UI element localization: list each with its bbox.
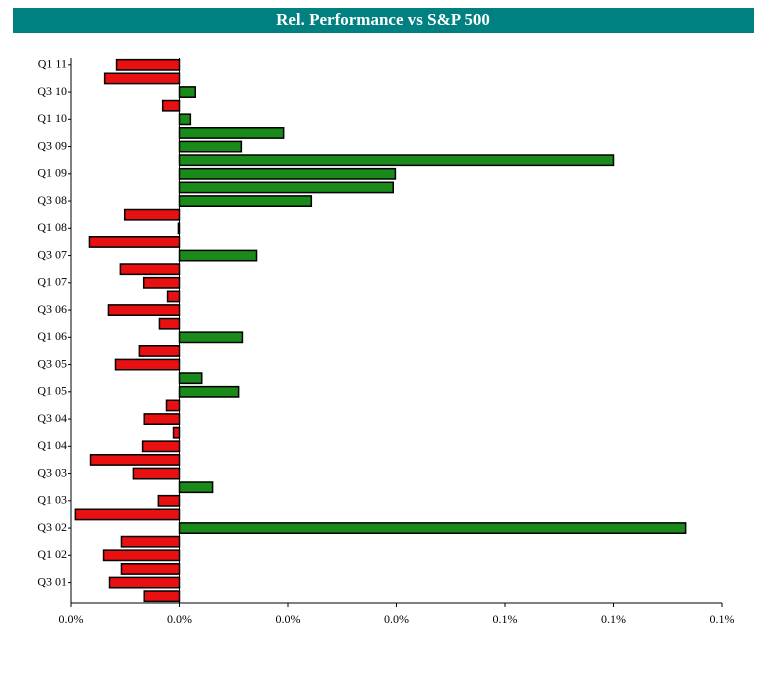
bar (178, 167, 397, 180)
x-tick-label: 0.0% (384, 612, 409, 626)
y-tick-label: Q3 07 (37, 247, 67, 261)
y-tick-label: Q1 04 (37, 438, 67, 452)
bar (178, 522, 687, 534)
bar (143, 590, 181, 603)
y-tick-label: Q1 10 (37, 111, 67, 125)
bar (161, 99, 181, 112)
bar (178, 86, 196, 98)
bar (102, 549, 181, 562)
y-tick-label: Q3 05 (37, 356, 67, 370)
bar (178, 181, 394, 194)
bar (88, 236, 181, 248)
bar (142, 276, 181, 289)
y-tick-label: Q3 10 (37, 84, 67, 98)
y-tick-label: Q1 09 (37, 166, 67, 180)
y-tick-label: Q3 01 (37, 574, 67, 588)
y-tick-label: Q3 02 (37, 520, 67, 534)
bar (114, 358, 181, 371)
bar (178, 195, 313, 207)
bar (123, 208, 181, 221)
x-tick-label: 0.0% (59, 612, 84, 626)
bar (178, 372, 203, 385)
bar (178, 140, 243, 153)
bar (178, 331, 244, 344)
bar (108, 576, 181, 589)
x-tick-label: 0.1% (710, 612, 735, 626)
bar (178, 154, 615, 167)
bar (158, 317, 181, 330)
bar (177, 222, 181, 235)
x-tick-label: 0.0% (167, 612, 192, 626)
bar (115, 58, 181, 71)
bar (89, 454, 181, 466)
y-tick-label: Q1 05 (37, 384, 67, 398)
bar (143, 413, 181, 425)
y-tick-label: Q1 02 (37, 547, 67, 561)
bar (178, 113, 192, 126)
bar (132, 467, 181, 480)
y-tick-label: Q3 04 (37, 411, 67, 425)
x-tick-label: 0.1% (493, 612, 518, 626)
bar (178, 385, 240, 398)
y-tick-label: Q3 03 (37, 465, 67, 479)
bar (120, 563, 181, 575)
bar (166, 290, 181, 303)
chart-title: Rel. Performance vs S&P 500 (276, 10, 490, 29)
bar (141, 440, 181, 453)
bar (120, 535, 181, 548)
bar (119, 263, 181, 276)
y-tick-label: Q1 11 (38, 57, 67, 71)
y-tick-label: Q1 03 (37, 493, 67, 507)
y-tick-label: Q3 09 (37, 138, 67, 152)
title-banner (13, 8, 754, 33)
y-tick-label: Q1 07 (37, 275, 67, 289)
x-tick-label: 0.1% (601, 612, 626, 626)
bar (178, 481, 214, 494)
bar (157, 494, 181, 507)
y-tick-label: Q3 06 (37, 302, 67, 316)
bar (165, 399, 181, 412)
bar (103, 72, 181, 85)
y-tick-label: Q1 08 (37, 220, 67, 234)
x-tick-label: 0.0% (276, 612, 301, 626)
bar (178, 127, 285, 139)
bar (74, 508, 181, 521)
bar (178, 249, 258, 262)
y-tick-label: Q3 08 (37, 193, 67, 207)
bar (107, 304, 181, 316)
bar (172, 426, 181, 439)
y-tick-label: Q1 06 (37, 329, 67, 343)
bar (138, 345, 181, 357)
